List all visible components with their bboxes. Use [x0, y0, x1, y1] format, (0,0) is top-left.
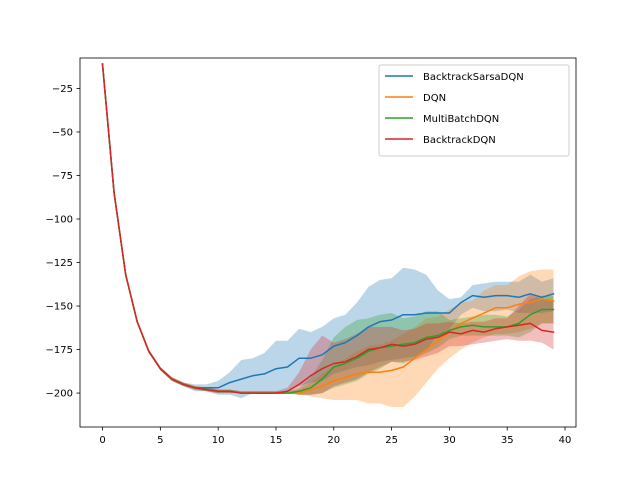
- y-axis-ticks: −200 −175 −150 −125 −100 −75 −50 −25: [46, 84, 80, 400]
- legend-label-multibatchdqn: MultiBatchDQN: [423, 114, 499, 125]
- y-tick-label: −150: [46, 302, 73, 313]
- x-tick-label: 0: [99, 435, 105, 446]
- y-tick-label: −25: [52, 84, 73, 95]
- backtrackdqn-line: [101, 63, 555, 394]
- x-tick-label: 30: [443, 435, 456, 446]
- y-tick-label: −125: [46, 258, 73, 269]
- x-tick-label: 40: [559, 435, 572, 446]
- legend-label-backtracksarsadqn: BacktrackSarsaDQN: [423, 72, 524, 83]
- y-tick-label: −200: [46, 389, 73, 400]
- x-tick-label: 15: [270, 435, 283, 446]
- dqn-band: [102, 64, 554, 407]
- backtracksarsadqn-band: [102, 64, 554, 399]
- y-tick-label: −175: [46, 345, 73, 356]
- legend-label-backtrackdqn: BacktrackDQN: [423, 135, 496, 146]
- x-tick-label: 10: [212, 435, 225, 446]
- legend: BacktrackSarsaDQN DQN MultiBatchDQN Backtra…: [378, 64, 570, 157]
- series-lines: [101, 63, 555, 394]
- x-tick-label: 25: [385, 435, 398, 446]
- confidence-bands: [102, 64, 554, 407]
- legend-label-dqn: DQN: [423, 93, 446, 104]
- legend-box: [378, 64, 570, 157]
- plot-frame: [79, 57, 577, 428]
- x-tick-label: 35: [501, 435, 514, 446]
- x-axis-ticks: 0 5 10 15 20 25 30 35 40: [99, 427, 571, 446]
- x-tick-label: 20: [327, 435, 340, 446]
- y-tick-label: −100: [46, 215, 73, 226]
- y-tick-label: −75: [52, 171, 73, 182]
- y-tick-label: −50: [52, 128, 73, 139]
- x-tick-label: 5: [157, 435, 163, 446]
